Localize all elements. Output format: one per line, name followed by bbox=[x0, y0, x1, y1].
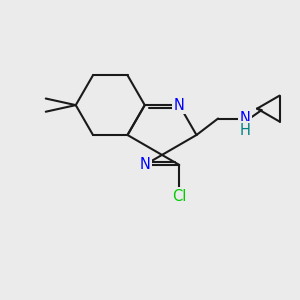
Text: N: N bbox=[174, 98, 185, 112]
Text: H: H bbox=[240, 123, 250, 138]
Text: N: N bbox=[240, 111, 250, 126]
Text: Cl: Cl bbox=[172, 189, 186, 204]
Text: N: N bbox=[139, 158, 150, 172]
